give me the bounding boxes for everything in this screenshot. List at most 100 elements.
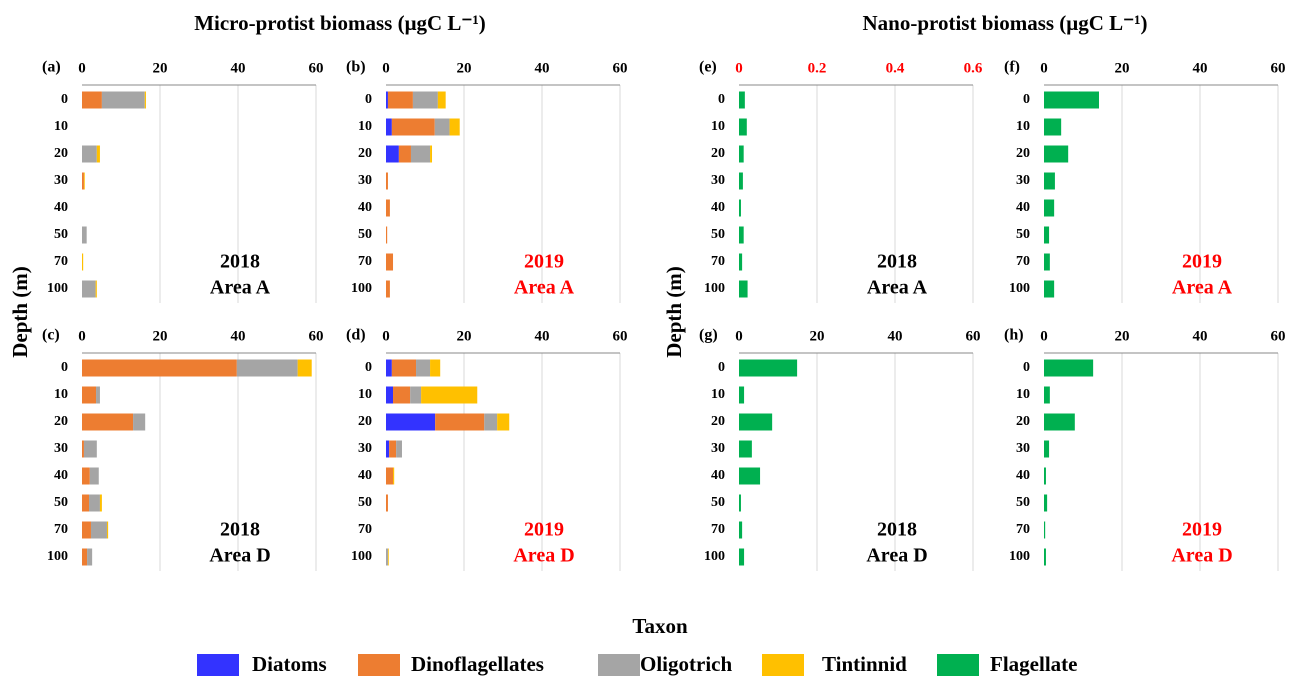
- x-tick-label: 20: [810, 328, 825, 344]
- x-tick-label: 0: [382, 328, 390, 344]
- bar-segment: [739, 199, 741, 217]
- bar-segment: [410, 386, 422, 404]
- bar-segment: [83, 440, 97, 458]
- bar-segment: [497, 413, 510, 431]
- bar-segment: [437, 91, 446, 109]
- y-tick-label: 100: [704, 549, 725, 564]
- y-tick-label: 0: [61, 360, 68, 375]
- bar-segment: [386, 467, 394, 485]
- y-tick-label: 70: [711, 254, 725, 269]
- bar-segment: [739, 172, 743, 190]
- bar-segment: [82, 145, 97, 163]
- y-tick-label: 50: [358, 495, 372, 510]
- bar-segment: [739, 253, 743, 271]
- bar-segment: [416, 359, 431, 377]
- x-tick-label: 40: [535, 60, 550, 76]
- bar-segment: [386, 548, 388, 566]
- y-tick-label: 50: [1016, 227, 1030, 242]
- y-tick-label: 100: [1009, 281, 1030, 296]
- legend-swatch: [762, 654, 804, 676]
- y-tick-label: 40: [54, 468, 68, 483]
- bar-segment: [386, 386, 394, 404]
- legend-label: Diatoms: [252, 652, 327, 676]
- bar-segment: [434, 118, 450, 136]
- y-tick-label: 50: [711, 495, 725, 510]
- bar-segment: [82, 413, 134, 431]
- x-tick-label: 20: [153, 60, 168, 76]
- y-tick-label: 40: [358, 468, 372, 483]
- annotation: 2019: [524, 519, 564, 541]
- y-tick-label: 70: [358, 522, 372, 537]
- x-tick-label: 40: [888, 328, 903, 344]
- y-tick-label: 0: [1023, 360, 1030, 375]
- bar-segment: [393, 467, 395, 485]
- bar-segment: [1044, 548, 1046, 566]
- panel-label: (g): [699, 327, 718, 344]
- panel-label: (a): [42, 59, 61, 76]
- y-tick-label: 0: [61, 92, 68, 107]
- x-tick-label: 0: [382, 60, 390, 76]
- annotation: Area A: [1172, 277, 1233, 299]
- bar-segment: [1044, 359, 1094, 377]
- bar-segment: [739, 467, 761, 485]
- legend-swatch: [937, 654, 979, 676]
- bar-segment: [82, 253, 84, 271]
- annotation: Area A: [514, 277, 575, 299]
- y-tick-label: 20: [711, 414, 725, 429]
- bar-segment: [1044, 521, 1046, 539]
- annotation: 2018: [877, 251, 917, 273]
- bar-segment: [1044, 172, 1055, 190]
- bar-segment: [386, 199, 390, 217]
- y-tick-label: 0: [718, 360, 725, 375]
- y-tick-label: 40: [1016, 468, 1030, 483]
- bar-segment: [101, 91, 145, 109]
- bar-segment: [398, 145, 411, 163]
- y-tick-label: 40: [358, 200, 372, 215]
- bar-segment: [96, 386, 100, 404]
- y-tick-label: 100: [351, 549, 372, 564]
- annotation: Area D: [513, 545, 574, 567]
- bar-segment: [236, 359, 298, 377]
- bar-segment: [106, 521, 109, 539]
- panel-label: (b): [346, 59, 366, 76]
- bar-segment: [82, 521, 91, 539]
- legend-swatch: [197, 654, 239, 676]
- y-tick-label: 20: [358, 414, 372, 429]
- bar-segment: [82, 548, 88, 566]
- panel-label: (f): [1004, 59, 1020, 76]
- panel-label: (e): [699, 59, 717, 76]
- x-tick-label: 60: [966, 328, 981, 344]
- bar-segment: [82, 226, 87, 244]
- bar-segment: [82, 386, 97, 404]
- y-tick-label: 20: [1016, 414, 1030, 429]
- y-tick-label: 10: [711, 119, 725, 134]
- bar-segment: [739, 118, 747, 136]
- bar-segment: [386, 145, 399, 163]
- y-tick-label: 30: [358, 441, 372, 456]
- bar-segment: [297, 359, 312, 377]
- bar-segment: [99, 494, 102, 512]
- y-tick-label: 10: [54, 119, 68, 134]
- bar-segment: [386, 172, 388, 190]
- x-tick-label: 0: [735, 60, 743, 76]
- bar-segment: [95, 280, 97, 298]
- left-heading: Micro-protist biomass (μgC L⁻¹): [194, 11, 486, 35]
- y-tick-label: 70: [1016, 254, 1030, 269]
- x-tick-label: 20: [457, 60, 472, 76]
- x-tick-label: 40: [1193, 328, 1208, 344]
- y-tick-label: 30: [54, 441, 68, 456]
- annotation: 2018: [877, 519, 917, 541]
- bar-segment: [1044, 413, 1075, 431]
- bar-segment: [430, 359, 441, 377]
- bar-segment: [739, 280, 748, 298]
- y-tick-label: 100: [1009, 549, 1030, 564]
- bar-segment: [82, 172, 84, 190]
- annotation: 2019: [524, 251, 564, 273]
- annotation: 2018: [220, 519, 260, 541]
- bar-segment: [739, 145, 744, 163]
- bar-segment: [739, 548, 745, 566]
- annotation: Area D: [1171, 545, 1232, 567]
- y-tick-label: 10: [358, 119, 372, 134]
- y-tick-label: 0: [365, 92, 372, 107]
